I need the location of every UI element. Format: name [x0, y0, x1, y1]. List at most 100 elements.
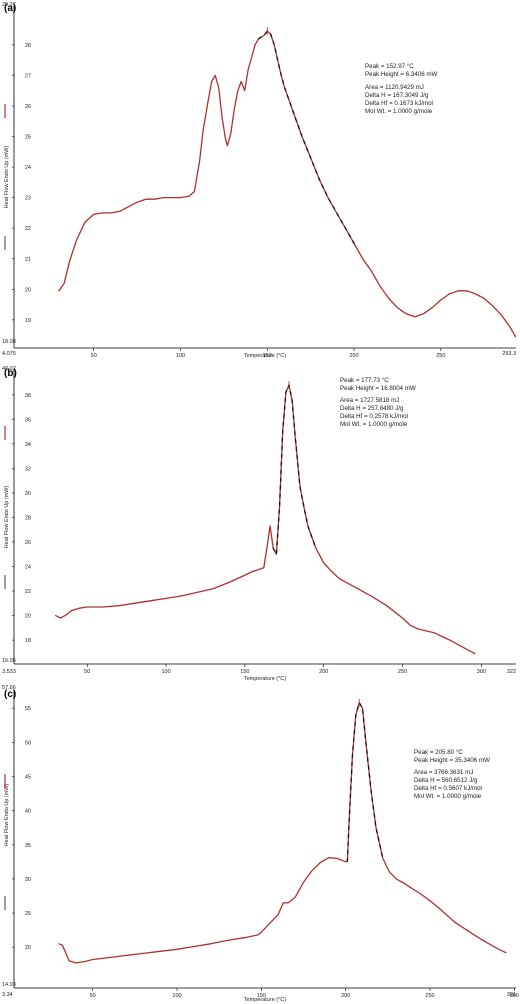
peak-integration-segment	[257, 30, 355, 245]
y-tick-label: 45	[25, 774, 31, 780]
y-tick-label: 34	[25, 442, 31, 448]
y-tick-label: 18	[25, 638, 31, 644]
panel-a-xmin-label: 4.075	[2, 351, 16, 357]
panel-a-x-ticks: 50 100 150 200 250	[91, 348, 445, 359]
panel-c-mol-wt: Mol Wt. = 1.0000 g/mole	[414, 793, 482, 800]
panel-a-mol-wt: Mol Wt. = 1.0000 g/mole	[365, 108, 433, 115]
x-tick-label: 300	[510, 993, 519, 999]
panel-b-ymin-label: 16.05	[2, 658, 16, 664]
x-tick-label: 200	[341, 993, 350, 999]
y-tick-label: 38	[25, 393, 31, 399]
x-tick-label: 300	[477, 669, 486, 675]
y-tick-label: 30	[25, 877, 31, 883]
panel-c-x-ticks: 50 100 150 200 250 300	[90, 988, 519, 999]
panel-a-x-axis-title: Temperature (°C)	[244, 353, 286, 359]
panel-a-peak-temp: Peak = 152.97 °C	[365, 63, 414, 70]
peak-integration-segment	[272, 384, 317, 555]
y-tick-label: 40	[25, 809, 31, 815]
x-tick-label: 250	[425, 993, 434, 999]
panel-b-delta-h: Delta H = 257.8480 J/g	[340, 405, 404, 412]
panel-a-ymax-label: 29.27	[2, 2, 16, 8]
y-tick-label: 26	[25, 104, 31, 110]
panel-a-annotation-box: Peak = 152.97 °C Peak Height = 6.3406 mW…	[365, 63, 438, 115]
x-tick-label: 100	[176, 353, 185, 359]
panel-c-annotation-box: Peak = 205.80 °C Peak Height = 35.3406 m…	[414, 749, 490, 800]
y-tick-label: 24	[25, 564, 31, 570]
y-tick-label: 28	[25, 515, 31, 521]
panel-b: (b) 50 100 150 200 250 300 18 20 22 24 26 28 30 32 34…	[2, 366, 516, 682]
y-tick-label: 55	[25, 706, 31, 712]
y-tick-label: 21	[25, 257, 31, 263]
panel-c-ymax-label: 57.66	[2, 685, 16, 691]
y-tick-label: 25	[25, 911, 31, 917]
x-tick-label: 100	[161, 669, 170, 675]
y-tick-label: 20	[25, 614, 31, 620]
panel-b-peak-height: Peak Height = 16.8004 mW	[340, 385, 416, 392]
y-tick-label: 22	[25, 589, 31, 595]
x-tick-label: 200	[349, 353, 358, 359]
panel-b-delta-hf: Delta Hf = 0.2578 kJ/mol	[340, 413, 408, 420]
panel-a-delta-hf: Delta Hf = 0.1673 kJ/mol	[365, 100, 433, 107]
panel-b-x-axis-title: Temperature (°C)	[244, 676, 286, 682]
panel-b-xmax-label: 322	[507, 669, 516, 675]
panel-c-ymin-label: 14.03	[2, 982, 16, 988]
panel-a-area: Area = 1120.9429 mJ	[365, 84, 424, 91]
y-tick-label: 20	[25, 287, 31, 293]
y-tick-label: 30	[25, 491, 31, 497]
panel-c-xmax-label: 301	[507, 992, 516, 998]
panel-c-heat-flow-curve	[58, 702, 507, 964]
panel-c-y-axis-title: Heat Flow Endo Up (mW)	[4, 784, 10, 847]
y-tick-label: 36	[25, 417, 31, 423]
panel-b-xmin-label: 3.533	[2, 669, 16, 675]
y-tick-label: 28	[25, 43, 31, 49]
x-tick-label: 100	[172, 993, 181, 999]
panel-b-ymax-label: 40.02	[2, 366, 16, 372]
x-tick-label: 50	[90, 993, 96, 999]
panel-c-label: (c)	[4, 689, 16, 700]
panel-a-heat-flow-curve	[58, 30, 517, 338]
panel-c-xmin-label: 3.34	[2, 992, 13, 998]
x-tick-label: 150	[263, 353, 272, 359]
panel-a-y-axis-title: Heat Flow Endo Up (mW)	[4, 146, 10, 209]
panel-c-peak-height: Peak Height = 35.3406 mW	[414, 757, 490, 764]
panel-a-y-ticks: 19 20 21 22 23 24 25 26 27 28	[12, 43, 31, 324]
x-tick-label: 150	[257, 993, 266, 999]
y-tick-label: 26	[25, 540, 31, 546]
panel-c-delta-hf: Delta Hf = 0.5607 kJ/mol	[414, 785, 482, 792]
y-tick-label: 25	[25, 135, 31, 141]
panel-b-heat-flow-curve	[55, 384, 476, 655]
y-tick-label: 19	[25, 318, 31, 324]
y-tick-label: 22	[25, 226, 31, 232]
y-tick-label: 24	[25, 165, 31, 171]
y-tick-label: 50	[25, 740, 31, 746]
x-tick-label: 250	[398, 669, 407, 675]
y-tick-label: 23	[25, 196, 31, 202]
panel-b-mol-wt: Mol Wt. = 1.0000 g/mole	[340, 421, 408, 428]
panel-b-annotation-box: Peak = 177.73 °C Peak Height = 16.8004 m…	[340, 377, 416, 428]
y-tick-label: 32	[25, 466, 31, 472]
peak-integration-segment	[346, 702, 384, 862]
y-tick-label: 27	[25, 73, 31, 79]
y-tick-label: 20	[25, 945, 31, 951]
panel-b-area: Area = 1727.5818 mJ	[340, 397, 399, 404]
x-tick-label: 50	[84, 669, 90, 675]
panel-c-peak-temp: Peak = 205.80 °C	[414, 749, 463, 756]
panel-b-label: (b)	[4, 368, 17, 379]
panel-a-ymin-label: 18.08	[2, 339, 16, 345]
panel-a-label: (a)	[4, 3, 16, 14]
x-tick-label: 150	[240, 669, 249, 675]
panel-a-delta-h: Delta H = 167.3049 J/g	[365, 92, 429, 99]
panel-c-x-axis-title: Temperature (°C)	[244, 997, 286, 1003]
y-tick-label: 35	[25, 843, 31, 849]
x-tick-label: 250	[436, 353, 445, 359]
panel-c-delta-h: Delta H = 560.6512 J/g	[414, 777, 478, 784]
panel-c: (c) 50 100 150 200 250 300 20 25 30 35 40 45 50 55 5…	[2, 685, 519, 1003]
panel-c-y-ticks: 20 25 30 35 40 45 50 55	[12, 706, 31, 951]
panel-a-xmax-label: 293.3	[502, 351, 516, 357]
panel-b-peak-temp: Peak = 177.73 °C	[340, 377, 389, 384]
panel-c-area: Area = 3766.3631 mJ	[414, 769, 473, 776]
x-tick-label: 200	[319, 669, 328, 675]
panel-b-x-ticks: 50 100 150 200 250 300	[84, 664, 486, 675]
x-tick-label: 50	[91, 353, 97, 359]
